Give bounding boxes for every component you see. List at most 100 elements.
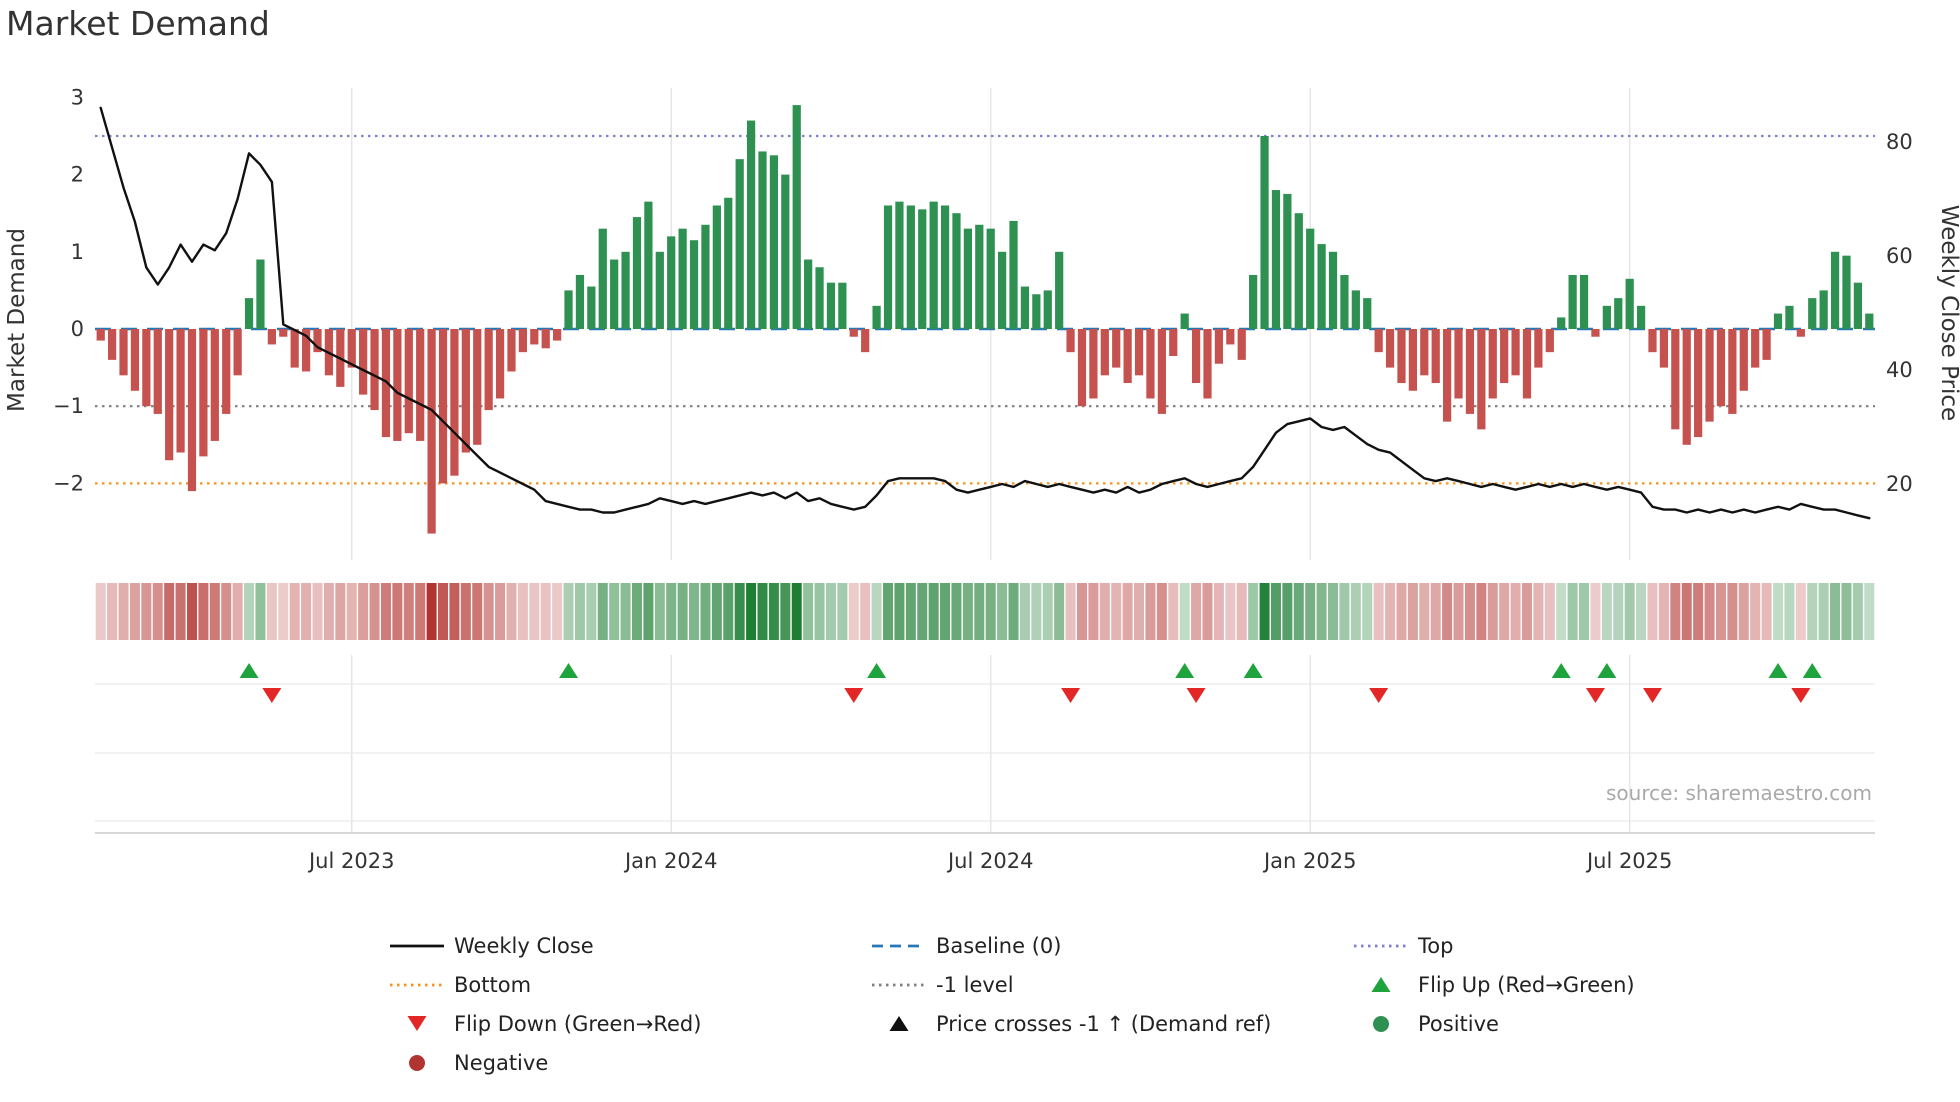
demand-bar <box>1705 329 1714 422</box>
heatmap-cell <box>460 583 471 640</box>
heatmap-cell <box>1624 583 1635 640</box>
right-axis-tick-label: 80 <box>1886 130 1913 154</box>
demand-bar <box>450 329 459 476</box>
legend-item-label: Weekly Close <box>454 934 594 958</box>
demand-bar <box>1374 329 1383 353</box>
heatmap-cell <box>586 583 597 640</box>
legend-item: Flip Up (Red→Green) <box>1352 969 1834 1001</box>
demand-bar <box>906 205 915 329</box>
demand-bar <box>929 201 938 329</box>
top-line-icon <box>1352 934 1418 958</box>
demand-bar <box>507 329 516 372</box>
demand-bar <box>1294 213 1303 329</box>
heatmap-cell <box>1681 583 1692 640</box>
demand-bar <box>861 329 870 353</box>
heatmap-cell <box>1385 583 1396 640</box>
heatmap-cell <box>1259 583 1270 640</box>
demand-bar <box>142 329 151 407</box>
left-axis-tick-label: −2 <box>53 471 84 495</box>
heatmap-cell <box>1293 583 1304 640</box>
demand-bar <box>1214 329 1224 364</box>
heatmap-cell <box>1179 583 1190 640</box>
demand-bar <box>347 329 356 368</box>
heatmap-cell <box>1065 583 1076 640</box>
heatmap-cell <box>768 583 779 640</box>
demand-bar <box>541 329 550 349</box>
heatmap-cell <box>426 583 437 640</box>
demand-bar <box>244 298 254 329</box>
demand-bar <box>1055 251 1064 329</box>
heatmap-cell <box>1715 583 1726 640</box>
heatmap-cell <box>620 583 631 640</box>
heatmap-cell <box>175 583 186 640</box>
heatmap-cell <box>1636 583 1647 640</box>
demand-bar <box>1191 329 1201 384</box>
legend-item: Bottom <box>388 969 870 1001</box>
heatmap-cell <box>552 583 563 640</box>
demand-bar <box>119 329 128 376</box>
positive-dot-icon <box>1352 1012 1418 1036</box>
heatmap-cell <box>483 583 494 640</box>
demand-bar <box>279 329 288 337</box>
demand-bar <box>1351 290 1360 329</box>
source-attribution: source: sharemaestro.com <box>1606 781 1872 805</box>
demand-bar <box>724 197 733 329</box>
demand-bar <box>187 329 197 492</box>
demand-bar <box>256 259 265 329</box>
heatmap-cell <box>1350 583 1361 640</box>
demand-bar <box>1306 228 1315 329</box>
heatmap-cell <box>1761 583 1772 640</box>
heatmap-cell <box>574 583 585 640</box>
heatmap-cell <box>734 583 745 640</box>
heatmap-cell <box>301 583 312 640</box>
demand-bar <box>153 329 162 414</box>
flip-down-marker <box>844 688 864 703</box>
heatmap-cell <box>609 583 620 640</box>
demand-bar <box>1431 329 1440 384</box>
demand-bar <box>393 329 402 441</box>
heatmap-cell <box>1647 583 1658 640</box>
flip-down-marker <box>1643 688 1662 703</box>
left-axis-tick-label: 1 <box>71 240 84 264</box>
demand-bar <box>1625 278 1634 329</box>
right-axis-tick-label: 60 <box>1886 244 1913 268</box>
x-axis-tick-label: Jul 2023 <box>307 849 394 873</box>
heatmap-cell <box>894 583 905 640</box>
heatmap-cell <box>438 583 449 640</box>
heatmap-cell <box>278 583 289 640</box>
heatmap-cell <box>1727 583 1738 640</box>
demand-bar <box>1739 329 1748 391</box>
heatmap-cell <box>1864 583 1875 640</box>
market-demand-chart: Jul 2023 Jan 2024 Jul 2024 Jan 2025 Jul 2025… <box>4 85 1960 873</box>
heatmap-cell <box>1054 583 1065 640</box>
demand-bar <box>1648 329 1657 353</box>
demand-bar <box>1728 329 1737 414</box>
demand-bar <box>667 236 676 329</box>
flip-down-marker <box>1369 688 1389 703</box>
heatmap-cell <box>1008 583 1019 640</box>
flip-up-marker <box>867 663 887 678</box>
demand-bar <box>610 259 619 329</box>
demand-bar <box>781 174 790 329</box>
heatmap-cell <box>152 583 163 640</box>
heatmap-cell <box>723 583 734 640</box>
demand-bar <box>644 201 653 329</box>
heatmap-cell <box>905 583 916 640</box>
legend-item: Weekly Close <box>388 930 870 962</box>
demand-bar <box>632 217 642 329</box>
heatmap-cell <box>1590 583 1601 640</box>
heatmap-cell <box>1419 583 1430 640</box>
heatmap-cell <box>1704 583 1715 640</box>
heatmap-cell <box>266 583 277 640</box>
demand-bar <box>176 329 185 453</box>
legend-item-label: Top <box>1418 934 1454 958</box>
demand-bar <box>621 251 630 329</box>
demand-bar <box>1032 294 1041 329</box>
heatmap-cell <box>1168 583 1179 640</box>
heatmap-cell <box>495 583 506 640</box>
demand-bar <box>895 201 904 329</box>
heatmap-cell <box>186 583 197 640</box>
heatmap-cell <box>1282 583 1293 640</box>
demand-bar <box>963 228 972 329</box>
demand-bar <box>530 329 539 345</box>
